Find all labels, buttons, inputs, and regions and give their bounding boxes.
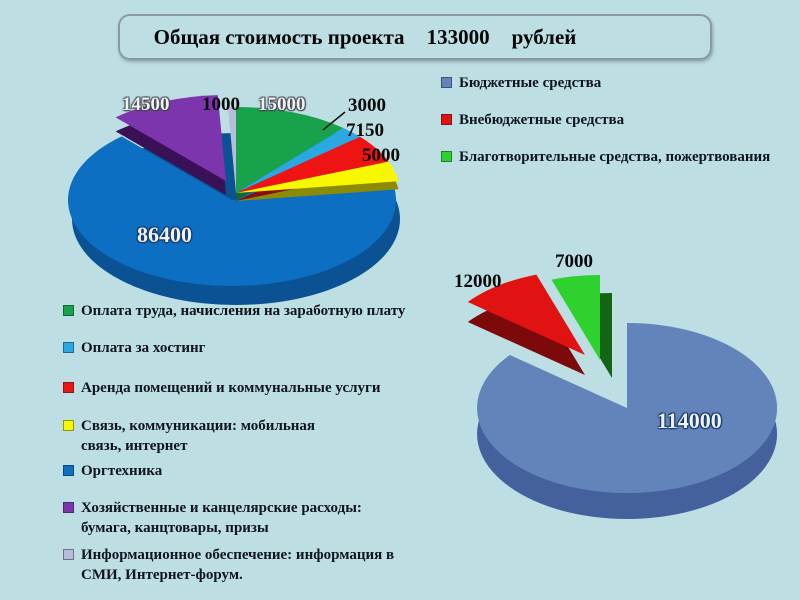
pie2-label-charity: 7000 — [555, 251, 593, 272]
legend-expenses: Оплата труда, начисления на заработную п… — [63, 301, 425, 600]
legend-label-rent: Аренда помещений и коммунальные услуги — [81, 380, 381, 396]
pie1-label-comms: 5000 — [362, 145, 400, 166]
legend-label-household: Хозяйственные и канцелярские расходы: бу… — [81, 500, 362, 536]
legend-swatch-rent-icon — [63, 382, 74, 393]
legend-item-rent: Аренда помещений и коммунальные услуги — [63, 378, 425, 398]
pie1-label-infosupport: 1000 — [202, 94, 240, 115]
legend-swatch-budget-icon — [441, 77, 452, 88]
slide-title-prefix: Общая стоимость проекта — [153, 24, 405, 49]
legend-label-infosupport: Информационное обеспечение: информация в… — [81, 547, 395, 583]
legend-label-comms: Связь, коммуникации: мобильная связь, ин… — [81, 418, 316, 454]
legend-item-labor: Оплата труда, начисления на заработную п… — [63, 301, 425, 321]
legend-swatch-charity-icon — [441, 151, 452, 162]
pie2-slice-charity — [551, 275, 600, 360]
legend-label-orgtech: Оргтехника — [81, 463, 163, 479]
legend-item-infosupport: Информационное обеспечение: информация в… — [63, 545, 425, 585]
legend-funding: Бюджетные средства Внебюджетные средства… — [441, 73, 793, 184]
pie2-label-budget: 114000 — [657, 408, 722, 433]
pie1-slice-comms — [236, 161, 399, 193]
legend-item-hosting: Оплата за хостинг — [63, 338, 425, 358]
pie1-leader-line-hosting — [322, 111, 346, 131]
legend-swatch-orgtech-icon — [63, 465, 74, 476]
pie1-label-orgtech: 86400 — [137, 222, 192, 247]
pie1-label-rent: 7150 — [346, 120, 384, 141]
legend-swatch-infosupport-icon — [63, 549, 74, 560]
legend-swatch-labor-icon — [63, 305, 74, 316]
legend-swatch-comms-icon — [63, 420, 74, 431]
pie2-label-extrabudget: 12000 — [454, 271, 502, 292]
pie2-slice-extrabudget — [467, 274, 585, 355]
pie1-slice-infosupport — [228, 106, 236, 193]
pie1-slice-hosting — [236, 128, 360, 193]
pie1-label-household: 14500 — [122, 94, 170, 115]
legend-label-extrabudget: Внебюджетные средства — [459, 112, 625, 128]
legend-swatch-hosting-icon — [63, 342, 74, 353]
slide-title-suffix: рублей — [511, 24, 577, 49]
legend-swatch-extrabudget-icon — [441, 114, 452, 125]
pie-chart-funding — [467, 274, 778, 519]
legend-item-charity: Благотворительные средства, пожертвовани… — [441, 147, 793, 167]
pie1-label-hosting: 3000 — [348, 95, 386, 116]
pie1-slice-labor — [236, 107, 344, 193]
legend-label-labor: Оплата труда, начисления на заработную п… — [81, 303, 406, 319]
legend-item-orgtech: Оргтехника — [63, 461, 425, 481]
pie1-slice-household — [115, 95, 226, 181]
pie1-slice-orgtech — [68, 136, 397, 286]
legend-item-budget: Бюджетные средства — [441, 73, 793, 93]
pie2-slice-budget — [477, 323, 778, 493]
legend-item-household: Хозяйственные и канцелярские расходы: бу… — [63, 498, 425, 538]
slide-title: Общая стоимость проекта 133000 рублей — [118, 14, 712, 60]
legend-item-extrabudget: Внебюджетные средства — [441, 110, 793, 130]
slide-title-amount: 133000 — [426, 24, 490, 49]
pie1-label-labor: 15000 — [258, 94, 306, 115]
pie-chart-expenses — [68, 95, 400, 305]
pie1-slice-rent — [236, 136, 389, 193]
legend-item-comms: Связь, коммуникации: мобильная связь, ин… — [63, 416, 425, 456]
legend-label-charity: Благотворительные средства, пожертвовани… — [459, 149, 771, 165]
legend-label-budget: Бюджетные средства — [459, 75, 602, 91]
legend-label-hosting: Оплата за хостинг — [81, 340, 206, 356]
legend-swatch-household-icon — [63, 502, 74, 513]
